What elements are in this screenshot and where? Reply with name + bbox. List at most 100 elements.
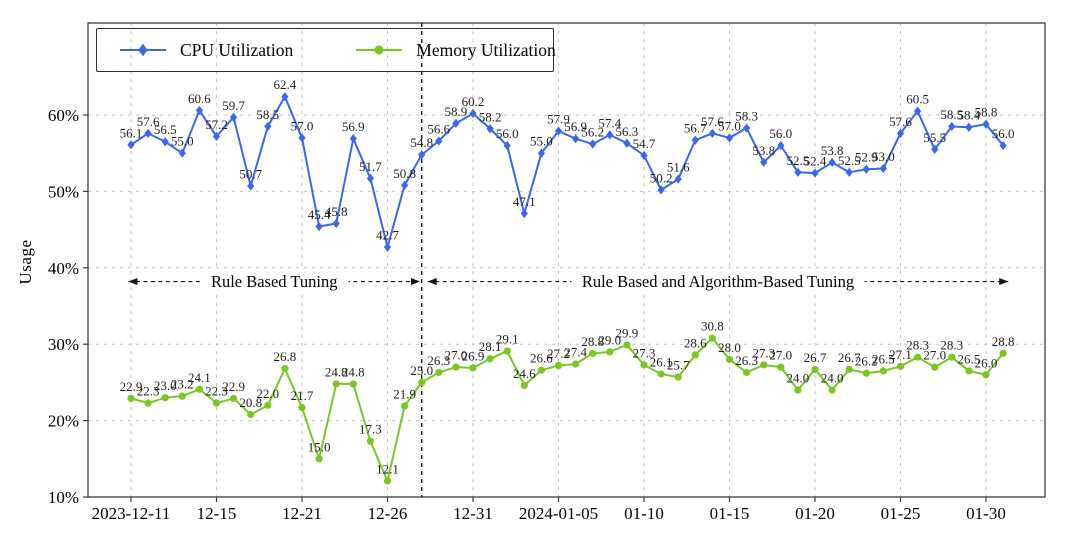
cpu-point-label: 57.6 — [137, 114, 160, 129]
memory-marker — [178, 392, 186, 400]
cpu-point-label: 56.6 — [427, 121, 450, 136]
memory-marker — [896, 362, 905, 370]
memory-marker — [127, 394, 135, 403]
annotation-label: Rule Based Tuning — [211, 272, 338, 291]
cpu-marker — [640, 150, 648, 161]
cpu-point-label: 50.8 — [393, 166, 416, 181]
memory-marker — [760, 361, 768, 369]
memory-marker — [366, 437, 374, 445]
x-tick-label: 12-21 — [282, 504, 322, 523]
memory-point-label: 28.8 — [992, 334, 1015, 349]
memory-point-label: 27.0 — [923, 348, 946, 363]
memory-point-label: 22.9 — [120, 379, 143, 394]
y-tick-label: 30% — [48, 335, 79, 354]
cpu-point-label: 52.4 — [804, 154, 827, 169]
cpu-point-label: 53.8 — [752, 143, 775, 158]
annotation-label: Rule Based and Algorithm-Based Tuning — [582, 272, 854, 291]
memory-marker — [349, 380, 357, 388]
memory-point-label: 26.6 — [530, 351, 553, 366]
memory-marker — [589, 349, 597, 357]
cpu-marker — [435, 136, 443, 146]
memory-point-label: 29.1 — [496, 332, 519, 347]
memory-marker — [794, 386, 802, 394]
cpu-marker — [418, 150, 426, 160]
cpu-point-label: 52.5 — [787, 153, 810, 168]
cpu-point-label: 58.5 — [256, 107, 279, 122]
memory-marker — [948, 353, 956, 361]
memory-marker — [144, 399, 152, 407]
cpu-point-label: 55.5 — [923, 130, 946, 145]
cpu-marker — [965, 122, 973, 132]
memory-point-label: 21.7 — [291, 388, 314, 403]
memory-marker — [845, 365, 853, 374]
memory-point-label: 29.0 — [598, 332, 621, 347]
memory-point-label: 27.1 — [889, 347, 912, 362]
memory-point-label: 23.0 — [154, 378, 177, 393]
cpu-point-label: 56.1 — [120, 125, 143, 140]
memory-marker — [452, 363, 460, 371]
memory-point-label: 25.0 — [410, 363, 433, 378]
cpu-point-label: 60.2 — [462, 94, 485, 109]
memory-point-label: 28.3 — [906, 338, 929, 353]
cpu-marker — [127, 140, 135, 150]
cpu-marker — [178, 148, 186, 158]
memory-point-label: 28.8 — [581, 334, 604, 349]
cpu-marker — [144, 128, 152, 138]
cpu-marker — [161, 137, 169, 147]
memory-marker — [554, 361, 563, 370]
cpu-marker — [862, 164, 870, 174]
memory-marker — [520, 381, 528, 390]
memory-marker — [708, 334, 717, 342]
x-tick-label: 2023-12-11 — [92, 504, 171, 523]
cpu-point-label: 59.7 — [222, 98, 245, 113]
cpu-marker — [794, 167, 802, 177]
cpu-marker — [982, 119, 990, 129]
cpu-point-label: 56.0 — [769, 126, 792, 141]
memory-marker — [674, 373, 682, 381]
memory-marker — [315, 455, 323, 463]
cpu-point-label: 52.9 — [855, 150, 878, 165]
cpu-point-label: 56.2 — [581, 125, 604, 140]
cpu-point-label: 45.4 — [308, 207, 331, 222]
memory-marker — [811, 365, 819, 374]
cpu-marker — [486, 124, 494, 134]
memory-point-label: 22.3 — [205, 384, 228, 399]
memory-point-label: 26.5 — [958, 351, 981, 366]
cpu-marker — [623, 138, 631, 148]
memory-marker — [418, 378, 426, 386]
cpu-point-label: 60.5 — [906, 92, 929, 107]
cpu-marker — [264, 121, 272, 132]
cpu-marker — [212, 131, 221, 141]
x-tick-label: 12-31 — [453, 504, 493, 523]
cpu-marker — [845, 167, 853, 177]
memory-marker — [743, 368, 751, 377]
cpu-point-label: 56.9 — [342, 119, 365, 134]
cpu-marker — [366, 173, 374, 184]
memory-point-label: 12.1 — [376, 461, 399, 476]
cpu-marker — [999, 140, 1007, 151]
memory-marker — [264, 401, 272, 409]
cpu-marker — [349, 134, 357, 144]
memory-marker — [725, 355, 734, 364]
cpu-marker — [606, 130, 614, 140]
memory-marker — [777, 363, 785, 371]
annotation-label-bg — [199, 271, 349, 293]
cpu-marker — [469, 108, 477, 119]
cpu-marker — [828, 157, 836, 167]
cpu-marker — [315, 221, 323, 232]
x-tick-label: 01-15 — [710, 504, 750, 523]
cpu-marker — [383, 242, 392, 252]
cpu-marker — [948, 121, 956, 132]
cpu-marker — [691, 135, 699, 145]
legend-item-memory: Memory Utilization — [355, 40, 556, 61]
memory-point-label: 29.9 — [616, 325, 639, 340]
memory-point-label: 23.2 — [171, 377, 194, 392]
memory-point-label: 20.8 — [239, 395, 262, 410]
memory-point-label: 24.0 — [821, 371, 844, 386]
cpu-point-label: 58.8 — [975, 105, 998, 120]
cpu-point-label: 57.9 — [547, 112, 570, 127]
cpu-marker — [589, 139, 597, 149]
memory-marker — [435, 368, 443, 377]
y-axis-label: Usage — [16, 239, 35, 285]
